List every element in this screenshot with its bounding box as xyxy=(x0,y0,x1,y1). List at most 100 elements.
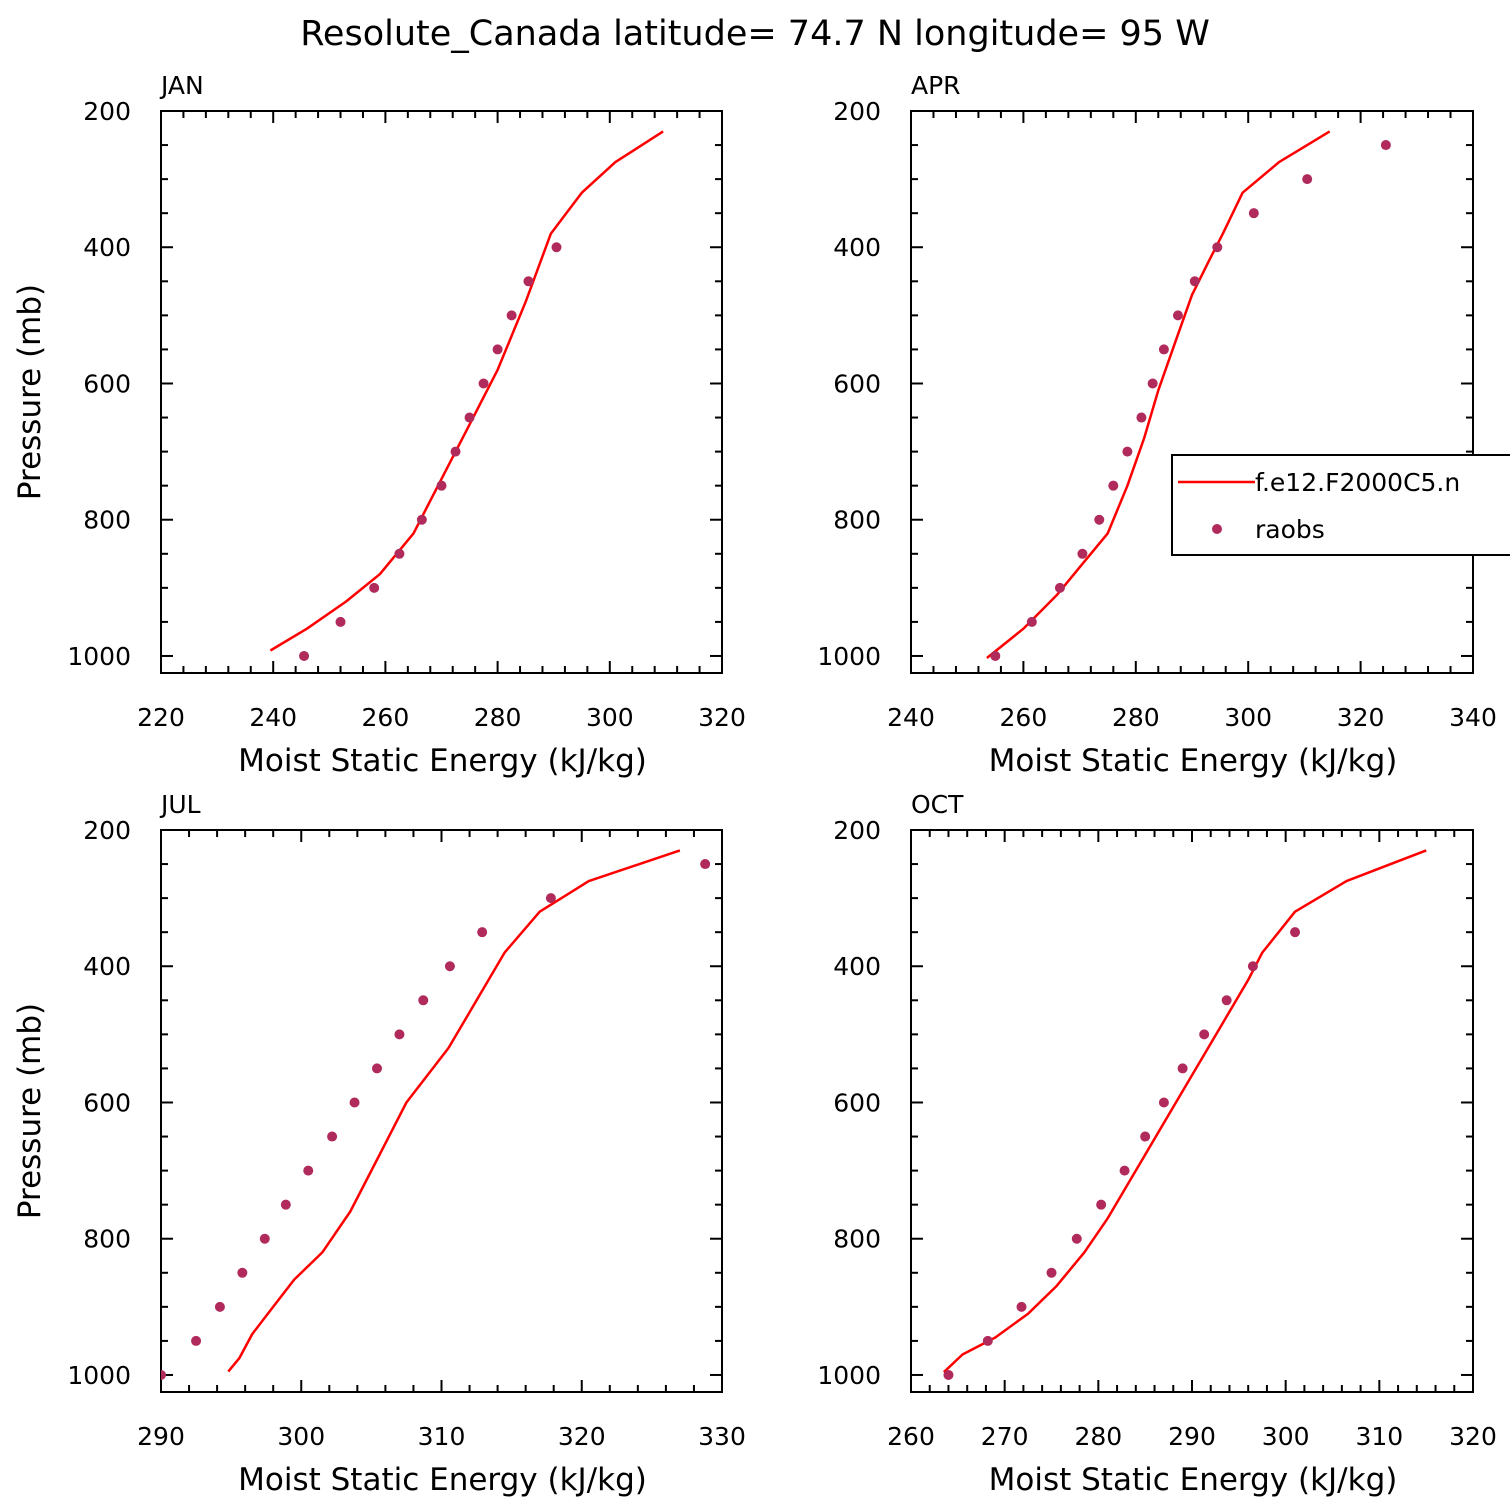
obs-point xyxy=(1016,1301,1027,1312)
obs-point xyxy=(1172,310,1183,321)
y-tick-label: 1000 xyxy=(817,1361,881,1390)
obs-point xyxy=(1212,242,1223,253)
x-tick-label: 260 xyxy=(887,1422,935,1451)
obs-point xyxy=(943,1369,954,1380)
plot-frame xyxy=(160,829,723,1393)
panel-label: APR xyxy=(911,71,961,100)
figure-title: Resolute_Canada latitude= 74.7 N longitu… xyxy=(300,14,1210,54)
x-tick-label: 280 xyxy=(474,703,522,732)
x-tick-label: 220 xyxy=(137,703,185,732)
obs-point xyxy=(700,859,711,870)
obs-point xyxy=(1221,995,1232,1006)
obs-point xyxy=(1248,208,1259,219)
y-tick-label: 800 xyxy=(833,1225,881,1254)
x-tick-label: 280 xyxy=(1112,703,1160,732)
model-line xyxy=(942,849,1427,1374)
x-axis-label: Moist Static Energy (kJ/kg) xyxy=(238,743,647,779)
x-tick-label: 300 xyxy=(1224,703,1272,732)
y-tick-label: 800 xyxy=(833,506,881,535)
obs-point xyxy=(1302,174,1313,185)
obs-point xyxy=(1094,514,1105,525)
obs-point xyxy=(349,1097,360,1108)
panel-label: OCT xyxy=(911,790,964,819)
panel-jan: 220 240 260 280 300 320 200 400 600 800 1000 JAN Moi… xyxy=(12,71,746,779)
obs-point xyxy=(161,1369,166,1380)
x-tick-label: 320 xyxy=(1449,1422,1497,1451)
obs-point xyxy=(394,1029,405,1040)
panel-label: JAN xyxy=(159,71,204,100)
legend-marker-sample xyxy=(1212,524,1222,534)
x-tick-label: 320 xyxy=(1337,703,1385,732)
x-tick-label: 240 xyxy=(249,703,297,732)
y-axis-label: Pressure (mb) xyxy=(12,1003,48,1219)
obs-point xyxy=(280,1199,291,1210)
plot-frame xyxy=(910,829,1474,1393)
obs-point xyxy=(450,446,461,457)
obs-point xyxy=(327,1131,338,1142)
plot-area xyxy=(986,130,1391,661)
panel-apr: 240 260 280 300 320 340 200 400 600 800 1000 APR Moi… xyxy=(817,71,1496,779)
obs-point xyxy=(1077,548,1088,559)
obs-point xyxy=(1158,1097,1169,1108)
plot-area xyxy=(161,849,711,1380)
x-axis-label: Moist Static Energy (kJ/kg) xyxy=(989,1462,1398,1498)
y-tick-label: 200 xyxy=(833,97,881,126)
y-tick-label: 1000 xyxy=(67,642,131,671)
y-tick-label: 1000 xyxy=(817,642,881,671)
x-axis-label: Moist Static Energy (kJ/kg) xyxy=(238,1462,647,1498)
obs-point xyxy=(436,480,447,491)
x-axis-label: Moist Static Energy (kJ/kg) xyxy=(989,743,1398,779)
obs-point xyxy=(303,1165,314,1176)
obs-point xyxy=(259,1233,270,1244)
y-tick-label: 200 xyxy=(83,97,131,126)
model-line xyxy=(986,130,1331,659)
x-tick-label: 260 xyxy=(1000,703,1048,732)
legend-model-label: f.e12.F2000C5.n xyxy=(1255,468,1460,497)
obs-point xyxy=(477,927,488,938)
obs-point xyxy=(191,1335,202,1346)
obs-point xyxy=(1147,378,1158,389)
y-tick-label: 600 xyxy=(833,369,881,398)
obs-point xyxy=(1136,412,1147,423)
obs-point xyxy=(990,650,1001,661)
obs-point xyxy=(464,412,475,423)
obs-point xyxy=(1140,1131,1151,1142)
x-tick-label: 320 xyxy=(558,1422,606,1451)
obs-point xyxy=(1122,446,1133,457)
obs-point xyxy=(418,995,429,1006)
obs-point xyxy=(369,582,380,593)
x-tick-label: 340 xyxy=(1449,703,1497,732)
y-tick-label: 600 xyxy=(833,1088,881,1117)
obs-point xyxy=(551,242,562,253)
panels: 220 240 260 280 300 320 200 400 600 800 1000 JAN Moi… xyxy=(12,71,1497,1498)
x-tick-label: 280 xyxy=(1074,1422,1122,1451)
y-tick-label: 400 xyxy=(833,233,881,262)
obs-point xyxy=(444,961,455,972)
y-tick-label: 800 xyxy=(83,506,131,535)
obs-point xyxy=(523,276,534,287)
obs-point xyxy=(299,650,310,661)
panel-label: JUL xyxy=(159,790,201,819)
obs-point xyxy=(1199,1029,1210,1040)
x-tick-label: 300 xyxy=(277,1422,325,1451)
obs-point xyxy=(237,1267,248,1278)
plot-frame xyxy=(160,110,723,674)
obs-point xyxy=(1290,927,1301,938)
obs-point xyxy=(394,548,405,559)
y-tick-label: 400 xyxy=(83,233,131,262)
x-tick-label: 290 xyxy=(137,1422,185,1451)
x-tick-label: 310 xyxy=(418,1422,466,1451)
x-tick-label: 270 xyxy=(981,1422,1029,1451)
obs-point xyxy=(1247,961,1258,972)
x-tick-label: 300 xyxy=(586,703,634,732)
obs-point xyxy=(1096,1199,1107,1210)
y-tick-label: 400 xyxy=(833,952,881,981)
legend: f.e12.F2000C5.n raobs xyxy=(1171,454,1510,556)
plot-frame xyxy=(910,110,1474,674)
obs-point xyxy=(335,616,346,627)
obs-point xyxy=(1158,344,1169,355)
obs-point xyxy=(1189,276,1200,287)
obs-point xyxy=(1380,140,1391,151)
x-tick-label: 300 xyxy=(1262,1422,1310,1451)
